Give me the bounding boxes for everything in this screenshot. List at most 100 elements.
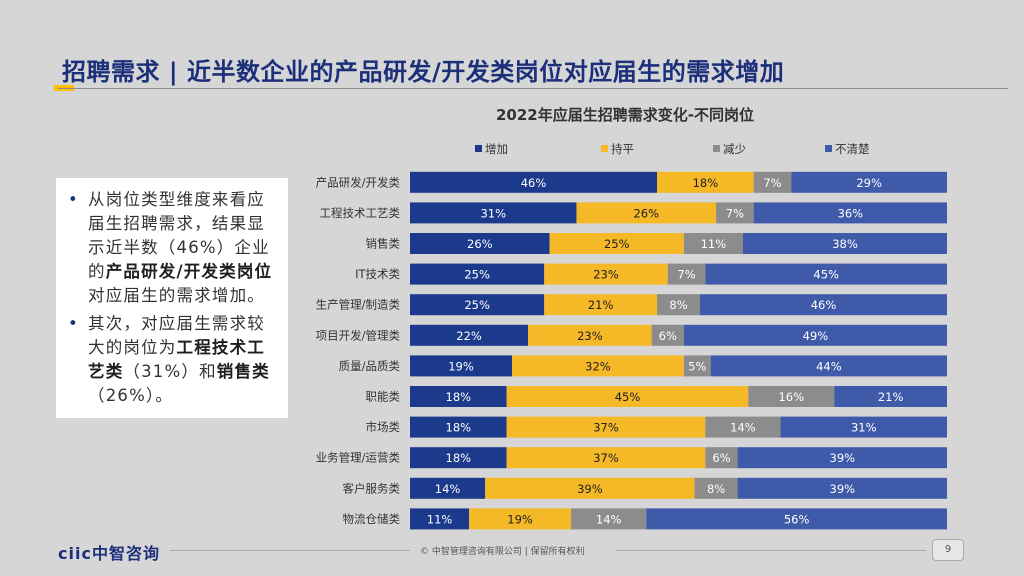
bar-segment	[651, 324, 684, 346]
bar-segment	[410, 171, 658, 193]
category-label: 业务管理/运营类	[316, 451, 401, 465]
data-label: 36%	[838, 206, 864, 220]
summary-bullet-2: • 其次，对应届生需求较大的岗位为工程技术工艺类（31%）和销售类 （26%）。	[66, 312, 278, 408]
slide-title: 招聘需求 | 近半数企业的产品研发/开发类岗位对应届生的需求增加	[62, 58, 785, 86]
summary-bullet-1: • 从岗位类型维度来看应届生招聘需求，结果显示近半数（46%）企业的产品研发/开…	[66, 188, 278, 308]
data-label: 19%	[448, 359, 474, 373]
data-label: 18%	[693, 176, 719, 190]
data-label: 32%	[585, 359, 611, 373]
logo-cn-text: 中智咨询	[91, 544, 160, 563]
data-label: 11%	[427, 512, 453, 526]
data-label: 21%	[588, 298, 614, 312]
category-label: 职能类	[366, 390, 401, 404]
bar-segment	[657, 171, 754, 193]
bar-segment	[485, 477, 695, 499]
data-label: 23%	[593, 268, 619, 282]
bar-segment	[544, 263, 668, 285]
data-label: 46%	[811, 298, 837, 312]
legend-swatch-3	[713, 145, 720, 152]
data-label: 38%	[832, 237, 858, 251]
data-label: 45%	[813, 268, 839, 282]
bar-segment	[410, 324, 529, 346]
bar-segment	[549, 233, 684, 254]
data-label: 7%	[763, 176, 781, 190]
category-label: 销售类	[366, 237, 401, 251]
bar-segment	[410, 263, 545, 285]
legend-label-1: 增加	[485, 142, 508, 156]
footer-copyright: © 中智管理咨询有限公司 | 保留所有权利	[420, 547, 585, 557]
bar-segment	[512, 355, 684, 377]
data-label: 25%	[464, 298, 490, 312]
bar-segment	[410, 202, 577, 224]
logo-latin-text: ciic	[58, 544, 92, 563]
bullet-dot-icon: •	[68, 190, 79, 209]
data-label: 45%	[615, 390, 641, 404]
bar-segment	[737, 477, 947, 499]
data-label: 56%	[784, 512, 810, 526]
bar-segment	[506, 447, 706, 469]
data-label: 7%	[677, 268, 695, 282]
data-label: 7%	[726, 206, 744, 220]
footer-divider-right	[616, 550, 926, 551]
category-label: 客户服务类	[343, 481, 401, 495]
page-number: 9	[932, 539, 964, 561]
data-label: 8%	[707, 482, 725, 496]
bar-segment	[791, 171, 947, 193]
title-divider	[58, 88, 1008, 89]
bullet-segment: 对应届生的需求增加。	[88, 286, 265, 305]
bar-segment	[753, 171, 792, 193]
bar-segment	[544, 294, 658, 316]
bar-segment	[705, 416, 781, 438]
bar-segment	[410, 508, 470, 530]
data-label: 46%	[521, 176, 547, 190]
bar-segment	[667, 263, 706, 285]
bar-segment	[576, 202, 717, 224]
bar-segment	[716, 202, 754, 224]
category-label: 项目开发/管理类	[316, 328, 401, 342]
bar-segment	[705, 447, 738, 469]
bar-segment	[683, 324, 947, 346]
bar-segment	[699, 294, 947, 316]
chart-title: 2022年应届生招聘需求变化-不同岗位	[496, 106, 754, 124]
bar-segment	[410, 447, 507, 469]
category-label: 工程技术工艺类	[320, 206, 401, 220]
data-label: 16%	[778, 390, 804, 404]
bar-segment	[646, 508, 947, 530]
data-label: 5%	[688, 359, 706, 373]
data-label: 26%	[467, 237, 493, 251]
bar-segment	[469, 508, 572, 530]
data-label: 14%	[596, 512, 622, 526]
data-label: 37%	[593, 451, 619, 465]
bar-segment	[748, 386, 835, 407]
bullet-highlight: 产品研发/开发类岗位	[105, 262, 273, 281]
footer-divider-left	[170, 550, 410, 551]
bar-segment	[683, 355, 711, 377]
data-label: 19%	[507, 512, 533, 526]
legend-swatch-2	[601, 145, 608, 152]
bar-segment	[683, 233, 743, 254]
bar-segment	[742, 233, 947, 254]
category-label: 物流仓储类	[343, 512, 401, 526]
bar-segment	[410, 233, 550, 254]
legend-label-2: 持平	[611, 142, 634, 156]
data-label: 14%	[730, 421, 756, 435]
data-label: 39%	[830, 451, 856, 465]
category-label: 产品研发/开发类	[316, 175, 401, 189]
data-label: 23%	[577, 329, 603, 343]
data-label: 49%	[803, 329, 829, 343]
bullet-segment: 其次，对应届生需求较大的岗位为	[88, 314, 265, 357]
data-label: 21%	[878, 390, 904, 404]
legend-swatch-1	[475, 145, 482, 152]
data-label: 44%	[816, 359, 842, 373]
bar-segment	[657, 294, 700, 316]
data-label: 6%	[659, 329, 677, 343]
category-label: 质量/品质类	[339, 359, 401, 373]
bar-segment	[410, 294, 545, 316]
bullet-segment: 从岗位类型维度来看应届生招聘需求，结果显示近半数（46%）企业的	[88, 190, 270, 281]
category-label: IT技术类	[355, 267, 400, 281]
company-logo: ciic中智咨询	[58, 540, 160, 564]
bar-segment	[834, 386, 947, 407]
bar-segment	[780, 416, 947, 438]
data-label: 25%	[604, 237, 630, 251]
data-label: 8%	[669, 298, 687, 312]
